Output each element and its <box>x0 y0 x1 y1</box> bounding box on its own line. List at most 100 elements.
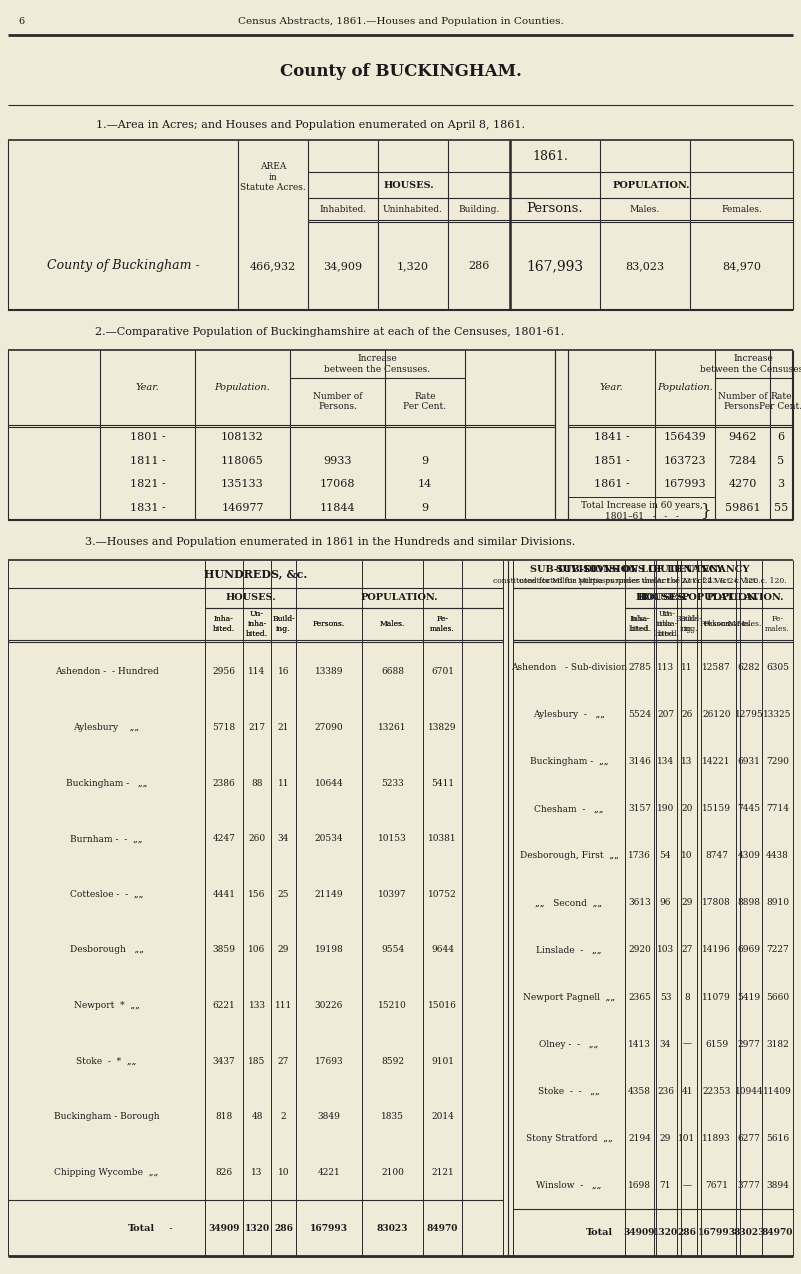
Text: 27: 27 <box>278 1056 289 1066</box>
Text: Stoke  -  *  „„: Stoke - * „„ <box>76 1056 137 1066</box>
Text: 163723: 163723 <box>664 456 706 465</box>
Text: 2920: 2920 <box>628 945 651 954</box>
Text: 71: 71 <box>660 1181 671 1190</box>
Text: 13261: 13261 <box>378 722 407 733</box>
Text: 22353: 22353 <box>702 1087 731 1096</box>
Text: Census Abstracts, 1861.—Houses and Population in Counties.: Census Abstracts, 1861.—Houses and Popul… <box>238 18 563 27</box>
Text: AREA
in
Statute Acres.: AREA in Statute Acres. <box>240 162 306 192</box>
Text: HUNDREDS, &c.: HUNDREDS, &c. <box>204 568 307 580</box>
Text: 12795: 12795 <box>735 710 763 719</box>
Text: County of Buckingham -: County of Buckingham - <box>46 260 199 273</box>
Text: 2386: 2386 <box>212 778 235 787</box>
Text: Chesham  -   „„: Chesham - „„ <box>534 804 604 813</box>
Text: 19198: 19198 <box>315 945 344 954</box>
Text: 207: 207 <box>657 710 674 719</box>
Text: 3894: 3894 <box>766 1181 789 1190</box>
Text: 6969: 6969 <box>738 945 760 954</box>
Text: 14: 14 <box>418 479 432 489</box>
Text: 59861: 59861 <box>725 503 760 513</box>
Text: 260: 260 <box>248 834 266 843</box>
Text: 3: 3 <box>778 479 784 489</box>
Text: HOUSES.: HOUSES. <box>636 594 686 603</box>
Text: 9462: 9462 <box>728 432 757 442</box>
Text: 6: 6 <box>18 18 24 27</box>
Text: Number of
Persons.: Number of Persons. <box>718 391 767 412</box>
Text: 113: 113 <box>657 662 674 673</box>
Text: Inha-
bited.: Inha- bited. <box>630 615 651 633</box>
Text: 3859: 3859 <box>212 945 235 954</box>
Text: 6221: 6221 <box>212 1001 235 1010</box>
Text: 10: 10 <box>278 1168 289 1177</box>
Text: 13325: 13325 <box>763 710 791 719</box>
Text: 2365: 2365 <box>628 992 651 1001</box>
Text: Buckingham -  „„: Buckingham - „„ <box>529 757 608 766</box>
Text: 10644: 10644 <box>315 778 344 787</box>
Text: 3849: 3849 <box>317 1112 340 1121</box>
Text: Un-
inha-
bited.: Un- inha- bited. <box>246 610 268 637</box>
Text: Ashendon -  - Hundred: Ashendon - - Hundred <box>54 668 159 676</box>
Text: 818: 818 <box>215 1112 232 1121</box>
Text: Persons.: Persons. <box>313 620 345 628</box>
Text: 1841 -: 1841 - <box>594 432 630 442</box>
Text: POPULATION.: POPULATION. <box>360 594 438 603</box>
Text: 3182: 3182 <box>766 1040 789 1049</box>
Text: 7445: 7445 <box>738 804 761 813</box>
Text: Inha-
bited.: Inha- bited. <box>213 615 235 633</box>
Text: 26120: 26120 <box>702 710 731 719</box>
Text: 185: 185 <box>248 1056 266 1066</box>
Text: County of BUCKINGHAM.: County of BUCKINGHAM. <box>280 64 521 80</box>
Text: 1801 -: 1801 - <box>130 432 165 442</box>
Text: 167993: 167993 <box>664 479 706 489</box>
Text: 34: 34 <box>278 834 289 843</box>
Text: 9644: 9644 <box>431 945 454 954</box>
Text: Desborough   „„: Desborough „„ <box>70 945 143 954</box>
Text: 10397: 10397 <box>378 889 407 899</box>
Text: 103: 103 <box>657 945 674 954</box>
Text: 27: 27 <box>682 945 693 954</box>
Text: Population.: Population. <box>657 383 713 392</box>
Text: 135133: 135133 <box>221 479 264 489</box>
Text: 26: 26 <box>682 710 693 719</box>
Text: 167993: 167993 <box>698 1228 735 1237</box>
Text: POPULATION.: POPULATION. <box>613 181 690 190</box>
Text: Cottesloe -  -  „„: Cottesloe - - „„ <box>70 889 143 899</box>
Text: 9101: 9101 <box>431 1056 454 1066</box>
Text: 29: 29 <box>682 898 693 907</box>
Text: 1861 -: 1861 - <box>594 479 630 489</box>
Text: 2785: 2785 <box>628 662 651 673</box>
Text: Un-
inha-
bited.: Un- inha- bited. <box>658 610 679 637</box>
Text: 114: 114 <box>248 668 266 676</box>
Text: 13: 13 <box>682 757 693 766</box>
Text: Fe-
males.: Fe- males. <box>430 615 455 633</box>
Text: Total: Total <box>128 1224 155 1233</box>
Text: 1736: 1736 <box>628 851 651 860</box>
Text: 20534: 20534 <box>315 834 344 843</box>
Text: SUB-DIVISIONS OF LIEUTENANCY: SUB-DIVISIONS OF LIEUTENANCY <box>556 564 750 573</box>
Text: 96: 96 <box>660 898 671 907</box>
Text: 83023: 83023 <box>733 1228 765 1237</box>
Text: Persons.: Persons. <box>313 620 345 628</box>
Text: Un-
inha-
bited.: Un- inha- bited. <box>654 610 677 637</box>
Text: 34: 34 <box>660 1040 671 1049</box>
Text: 15159: 15159 <box>702 804 731 813</box>
Text: 13: 13 <box>252 1168 263 1177</box>
Text: 4309: 4309 <box>738 851 760 860</box>
Text: 17068: 17068 <box>320 479 356 489</box>
Text: 4358: 4358 <box>628 1087 651 1096</box>
Text: 156439: 156439 <box>663 432 706 442</box>
Text: 21: 21 <box>278 722 289 733</box>
Text: 1.—Area in Acres; and Houses and Population enumerated on April 8, 1861.: 1.—Area in Acres; and Houses and Populat… <box>95 120 525 130</box>
Text: 9: 9 <box>421 456 429 465</box>
Text: Males.: Males. <box>727 620 753 628</box>
Text: 4438: 4438 <box>766 851 789 860</box>
Text: 8592: 8592 <box>381 1056 404 1066</box>
Text: 3437: 3437 <box>212 1056 235 1066</box>
Text: 84970: 84970 <box>427 1224 458 1233</box>
Text: 84970: 84970 <box>762 1228 793 1237</box>
Text: 108132: 108132 <box>221 432 264 442</box>
Text: 1851 -: 1851 - <box>594 456 630 465</box>
Text: 4221: 4221 <box>318 1168 340 1177</box>
Text: 34909: 34909 <box>208 1224 239 1233</box>
Text: Build-
ing.: Build- ing. <box>272 615 295 633</box>
Text: Olney -  -   „„: Olney - - „„ <box>539 1040 598 1049</box>
